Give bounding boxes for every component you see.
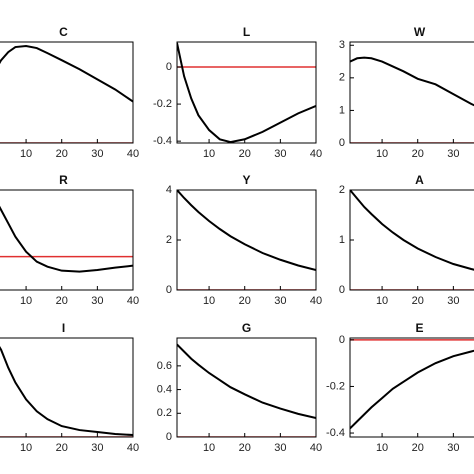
x-tick-label: 10: [203, 148, 215, 160]
y-tick-label: 0: [166, 284, 172, 296]
y-tick-label: 1: [339, 234, 345, 246]
series-line: [0, 346, 133, 437]
x-tick-label: 40: [310, 442, 322, 454]
axes-box: [0, 41, 134, 144]
x-tick-label: 30: [91, 148, 103, 160]
axes-box: [0, 189, 134, 291]
x-tick-label: 10: [376, 442, 388, 454]
y-tick-label: 2: [166, 234, 172, 246]
y-tick-label: 2: [339, 72, 345, 84]
y-tick-label: 0.6: [157, 360, 172, 372]
panel-title: L: [243, 25, 250, 39]
y-tick-label: 1: [339, 104, 345, 116]
x-tick-label: 20: [412, 148, 424, 160]
x-tick-label: 30: [447, 148, 459, 160]
axes-box: [176, 189, 317, 291]
axes-box: [176, 337, 317, 438]
x-tick-label: 40: [127, 442, 139, 454]
x-tick-label: 30: [447, 442, 459, 454]
y-tick-label: 0: [166, 61, 172, 73]
panel-title: G: [242, 321, 251, 335]
x-tick-label: 40: [310, 148, 322, 160]
x-tick-label: 10: [20, 295, 32, 307]
series-line: [350, 349, 474, 430]
x-tick-label: 40: [127, 148, 139, 160]
x-tick-label: 10: [20, 442, 32, 454]
axes-box: [176, 41, 317, 144]
x-tick-label: 30: [274, 148, 286, 160]
series-line: [177, 190, 316, 271]
y-tick-label: 2: [339, 184, 345, 196]
series-line: [350, 56, 474, 107]
panel-title: R: [59, 173, 68, 187]
series-line: [177, 343, 316, 420]
y-tick-label: -0.4: [326, 427, 345, 439]
panel-title: A: [415, 173, 424, 187]
x-tick-label: 30: [274, 442, 286, 454]
x-tick-label: 20: [56, 148, 68, 160]
axes-box: [349, 337, 474, 438]
y-tick-label: -0.2: [153, 98, 172, 110]
x-tick-label: 20: [239, 295, 251, 307]
y-tick-label: 3: [339, 39, 345, 51]
x-tick-label: 10: [203, 442, 215, 454]
series-line: [0, 205, 133, 273]
x-tick-label: 20: [56, 442, 68, 454]
y-tick-label: 0.4: [157, 383, 172, 395]
x-tick-label: 40: [127, 295, 139, 307]
x-tick-label: 20: [239, 442, 251, 454]
y-tick-label: 0: [166, 431, 172, 443]
series-line: [0, 45, 133, 103]
y-tick-label: 0: [339, 137, 345, 149]
y-tick-label: 4: [166, 184, 172, 196]
y-tick-label: 0.2: [157, 407, 172, 419]
x-tick-label: 40: [310, 295, 322, 307]
y-tick-label: 0: [339, 334, 345, 346]
series-line: [350, 190, 474, 271]
panel-title: E: [415, 321, 423, 335]
axes-box: [349, 41, 474, 144]
axes-box: [349, 189, 474, 291]
x-tick-label: 10: [376, 295, 388, 307]
x-tick-label: 30: [91, 295, 103, 307]
y-tick-label: -0.4: [153, 135, 172, 147]
panel-title: I: [62, 321, 65, 335]
panel-title: W: [414, 25, 426, 39]
x-tick-label: 10: [20, 148, 32, 160]
panel-title: Y: [242, 173, 250, 187]
y-tick-label: -0.2: [326, 380, 345, 392]
y-tick-label: 0: [339, 284, 345, 296]
x-tick-label: 30: [91, 442, 103, 454]
x-tick-label: 10: [203, 295, 215, 307]
x-tick-label: 30: [274, 295, 286, 307]
x-tick-label: 20: [412, 295, 424, 307]
axes-box: [0, 337, 134, 438]
x-tick-label: 30: [447, 295, 459, 307]
panel-title: C: [59, 25, 68, 39]
x-tick-label: 20: [412, 442, 424, 454]
x-tick-label: 10: [376, 148, 388, 160]
series-line: [177, 42, 316, 143]
x-tick-label: 20: [239, 148, 251, 160]
x-tick-label: 20: [56, 295, 68, 307]
